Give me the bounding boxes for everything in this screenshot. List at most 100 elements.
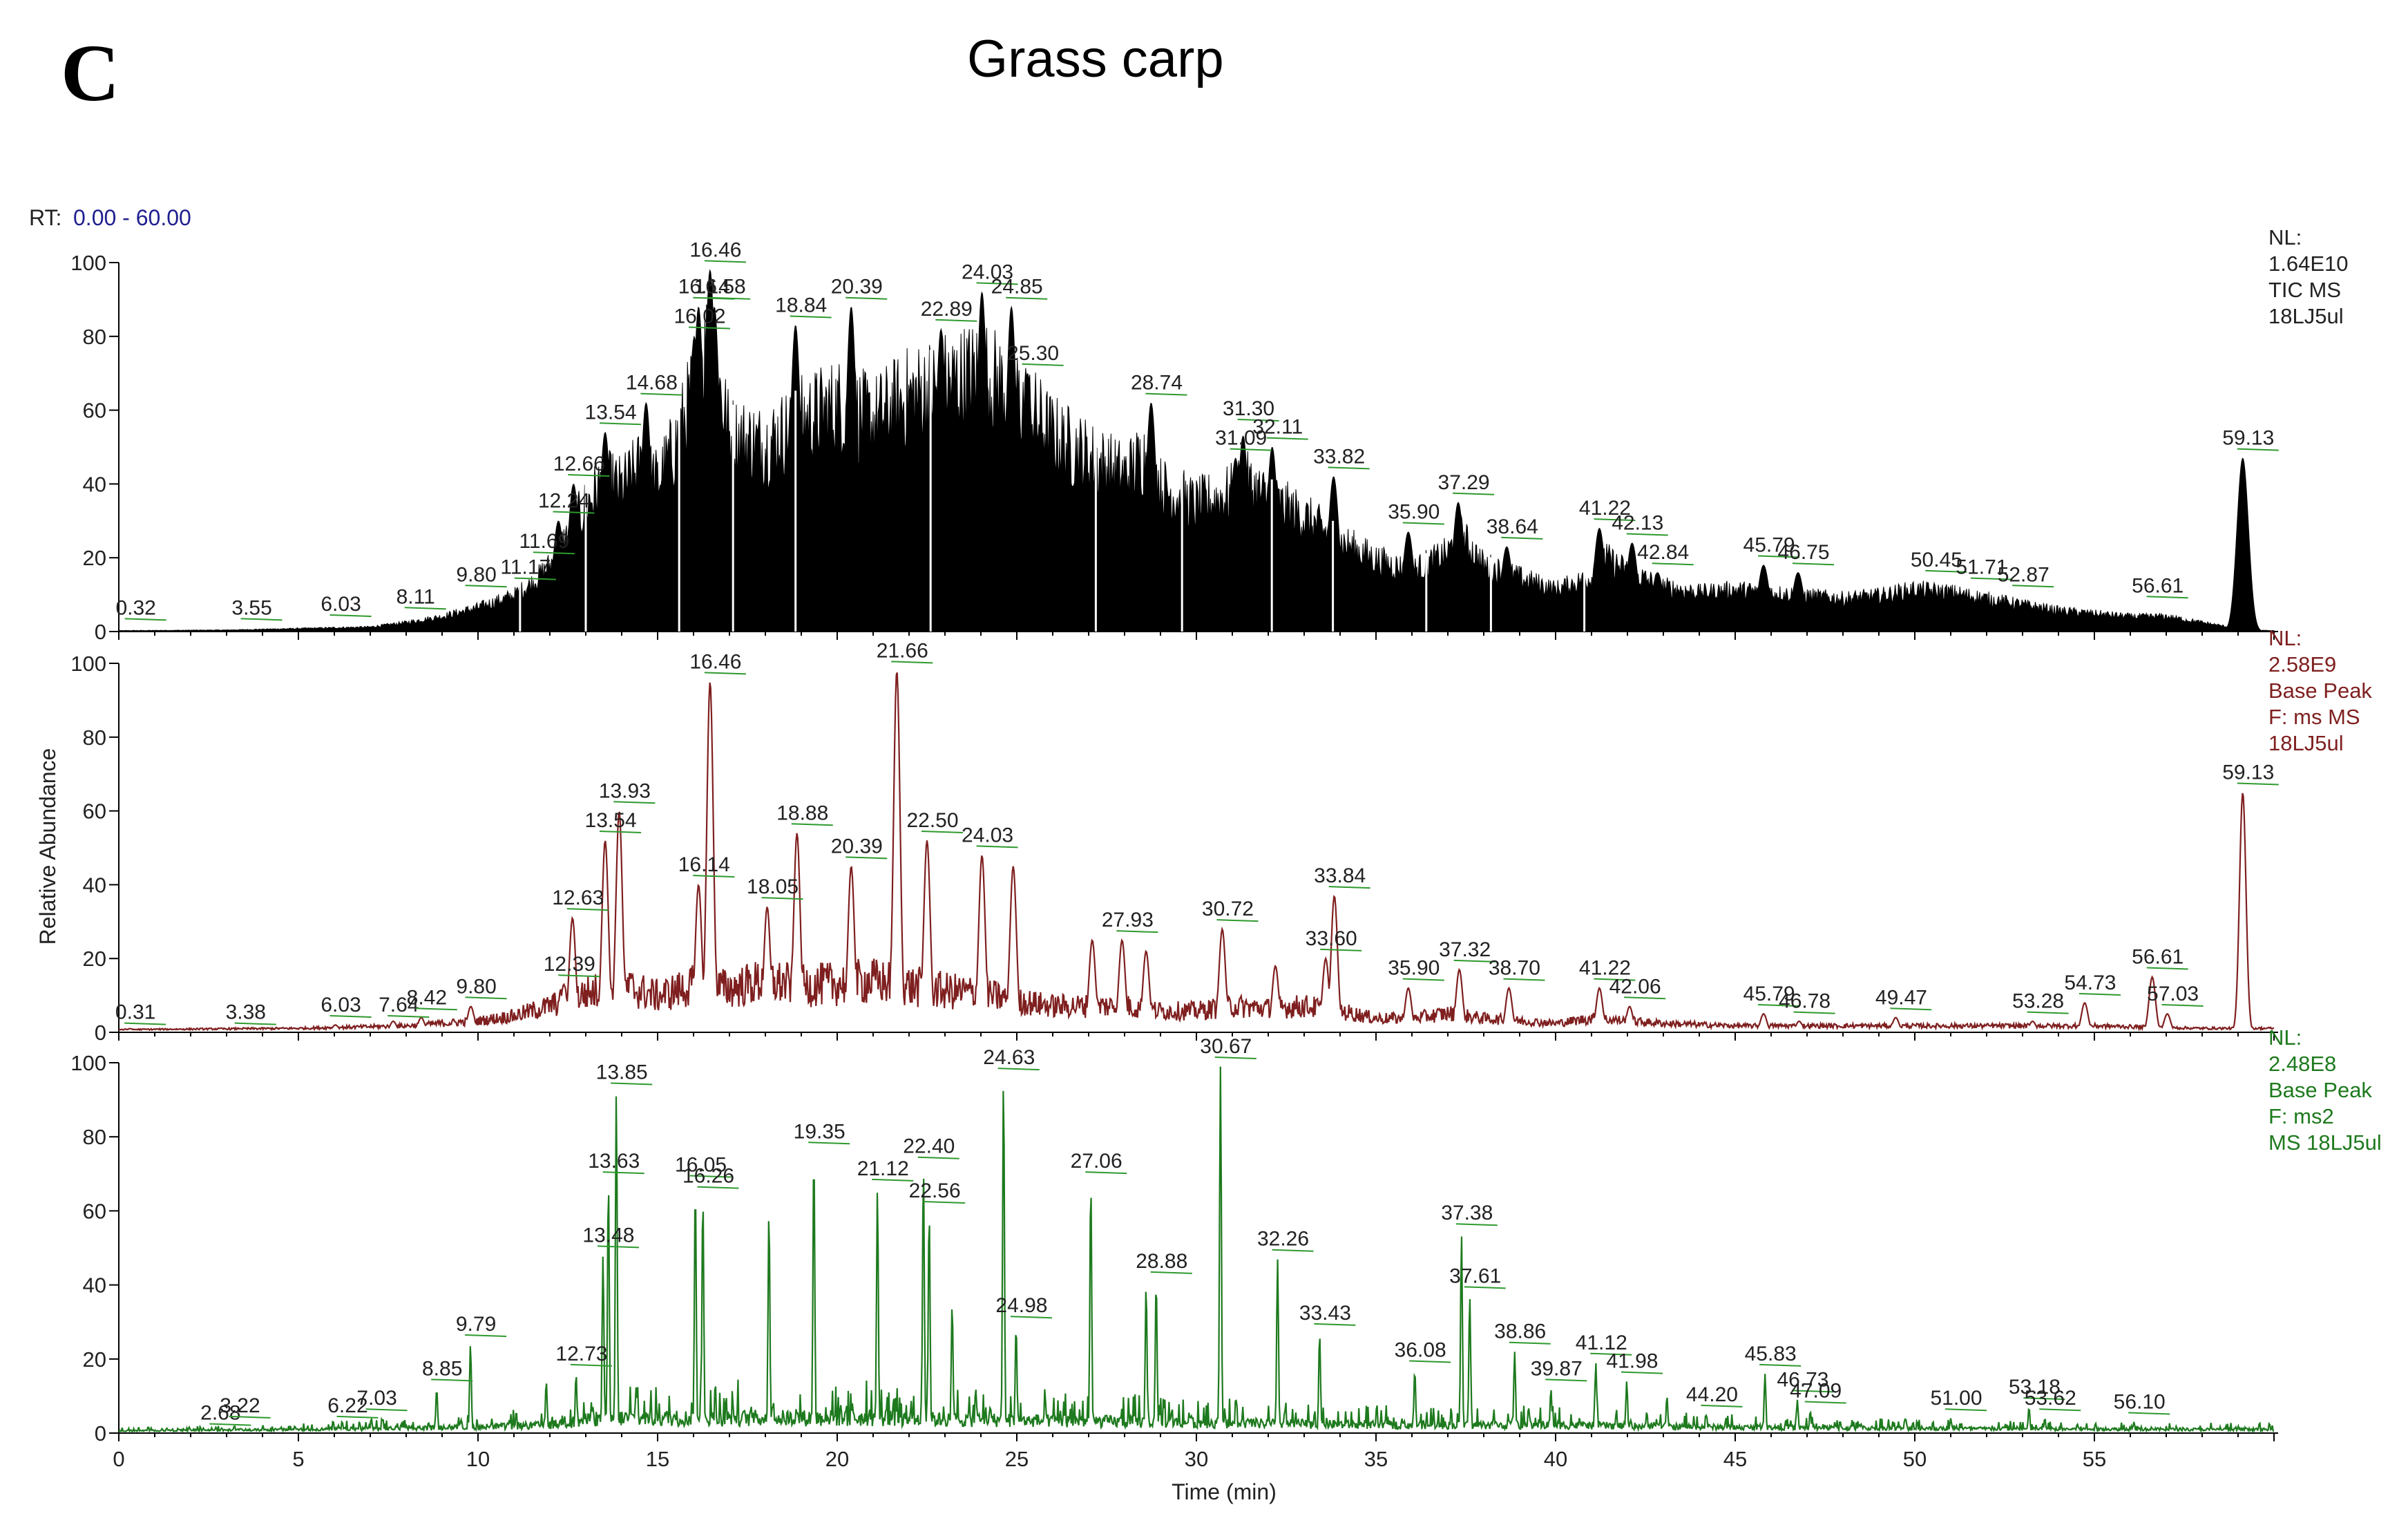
peak-label-leader (124, 618, 166, 621)
peak-label: 44.20 (1686, 1383, 1738, 1406)
panel-2: 0 20 40 60 80 100 0.31 3.38 6.03 7.648.42 9.80 12.3… (70, 626, 2372, 1045)
peak-label-leader (704, 260, 746, 263)
peak-label-leader (566, 908, 609, 911)
series-info-line: 2.58E9 (2268, 652, 2336, 676)
peak-label: 25.30 (1007, 342, 1059, 365)
peak-label-leader (465, 585, 507, 588)
series-info-line: F: ms MS (2268, 705, 2360, 729)
peak-label: 13.54 (585, 401, 637, 424)
peak-label: 21.12 (857, 1157, 909, 1180)
peak-label: 42.06 (1609, 975, 1661, 998)
peak-label: 9.80 (456, 975, 496, 998)
peak-label-leader (1804, 1401, 1846, 1404)
peak-label: 35.90 (1388, 957, 1440, 980)
peak-label-leader (891, 661, 933, 664)
peak-label: 24.85 (991, 276, 1043, 299)
peak-label-leader (465, 1334, 507, 1337)
peak-label: 18.84 (775, 294, 827, 316)
peak-label-leader (2237, 448, 2279, 451)
peak-label: 46.73 (1777, 1368, 1828, 1391)
peak-label-leader (1328, 886, 1370, 889)
peak-label: 45.83 (1745, 1343, 1797, 1365)
peak-label: 14.68 (626, 372, 678, 395)
peak-label: 13.85 (596, 1061, 648, 1084)
peak-label: 27.06 (1071, 1150, 1122, 1173)
peak-label: 42.13 (1612, 512, 1663, 535)
peak-label: 22.40 (903, 1135, 955, 1158)
y-tick-label: 100 (70, 652, 106, 676)
peak-label: 37.38 (1441, 1202, 1493, 1224)
peak-label: 33.43 (1299, 1302, 1351, 1325)
peak-label: 51.71 (1956, 556, 2007, 579)
peak-label: 46.78 (1779, 990, 1831, 1013)
peak-label: 38.64 (1487, 515, 1538, 538)
series-info-line: Base Peak (2268, 679, 2372, 703)
peak-label: 32.26 (1257, 1228, 1309, 1251)
peak-label: 38.70 (1489, 957, 1540, 980)
peak-label: 30.67 (1200, 1035, 1252, 1058)
series-info-line: 18LJ5ul (2268, 304, 2344, 328)
peak-label: 45.79 (1743, 534, 1795, 557)
peak-label-leader (697, 1186, 739, 1189)
peak-label-leader (1402, 522, 1444, 525)
peak-label-leader (388, 1014, 430, 1018)
peak-label-leader (1759, 1363, 1802, 1367)
panel-1: 0 20 40 60 80 100 0.32 3.55 6.03 8.11 9.80 11.17 11.… (70, 225, 2348, 644)
peak-label-leader (404, 607, 446, 610)
peak-label-leader (761, 897, 803, 900)
y-tick-label: 20 (83, 546, 106, 570)
peak-label-leader (600, 830, 642, 833)
peak-label: 53.62 (2025, 1387, 2076, 1410)
peak-label-leader (431, 1378, 473, 1382)
y-tick-label: 60 (83, 1199, 106, 1223)
peak-label-leader (415, 1007, 457, 1011)
y-tick-label: 0 (95, 1021, 106, 1045)
peak-label: 53.18 (2009, 1376, 2061, 1399)
peak-label-leader (1328, 466, 1370, 470)
peak-label-leader (1464, 1286, 1506, 1289)
y-tick-label: 60 (83, 399, 106, 423)
peak-label: 12.39 (544, 953, 595, 976)
peak-label: 59.13 (2222, 427, 2274, 450)
peak-label-leader (2023, 1397, 2065, 1401)
series-info-line: 1.64E10 (2268, 252, 2349, 276)
peak-label-leader (1621, 1371, 1663, 1374)
rt-range: 0.00 - 60.00 (73, 205, 191, 230)
peak-label-leader (791, 823, 833, 826)
series-info-line: NL: (2268, 626, 2302, 650)
peak-label-leader (1272, 1249, 1314, 1252)
peak-label-leader (1150, 1271, 1192, 1274)
peak-label-leader (1402, 978, 1444, 981)
peak-label: 57.03 (2147, 983, 2199, 1005)
peak-label: 49.47 (1875, 986, 1927, 1009)
y-tick-label: 80 (83, 726, 106, 750)
peak-label-leader (1085, 1171, 1127, 1175)
y-tick-label: 80 (83, 1125, 106, 1149)
peak-label-leader (1314, 1323, 1356, 1326)
peak-label: 46.75 (1777, 541, 1829, 564)
peak-label-leader (1503, 978, 1545, 981)
peak-label: 53.28 (2012, 990, 2064, 1013)
peak-label-leader (613, 801, 656, 804)
peak-label: 11.17 (500, 556, 551, 579)
peak-label-leader (921, 830, 964, 833)
peak-label: 32.11 (1252, 416, 1303, 439)
x-tick-label: 50 (1903, 1447, 1927, 1471)
peak-label: 33.84 (1314, 864, 1366, 887)
peak-label: 13.63 (588, 1150, 640, 1173)
peak-label-leader (689, 326, 731, 330)
peak-label-leader (640, 392, 682, 396)
x-tick-label: 40 (1544, 1447, 1567, 1471)
peak-label: 41.98 (1606, 1350, 1658, 1373)
peak-label-leader (845, 296, 888, 300)
peak-label: 16.14 (678, 853, 730, 876)
peak-label: 50.45 (1911, 549, 1962, 571)
peak-label-leader (124, 1022, 166, 1025)
peak-label: 22.89 (921, 298, 973, 321)
peak-label-leader (1590, 1352, 1632, 1356)
series-info-line: F: ms2 (2268, 1104, 2334, 1128)
peak-label-leader (1545, 1378, 1587, 1382)
peak-label: 8.42 (407, 986, 447, 1009)
y-tick-label: 20 (83, 1347, 106, 1372)
